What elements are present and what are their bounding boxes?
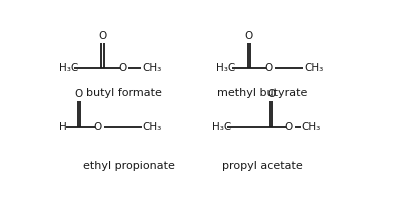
Text: H₃C: H₃C [216,63,235,73]
Text: butyl formate: butyl formate [86,88,162,98]
Text: CH₃: CH₃ [303,63,323,73]
Text: O: O [118,63,126,73]
Text: O: O [266,89,274,99]
Text: O: O [98,31,107,41]
Text: CH₃: CH₃ [142,63,161,73]
Text: propyl acetate: propyl acetate [222,161,302,171]
Text: O: O [93,122,101,132]
Text: H: H [59,122,67,132]
Text: CH₃: CH₃ [301,122,320,132]
Text: methyl butyrate: methyl butyrate [217,88,307,98]
Text: ethyl propionate: ethyl propionate [83,161,175,171]
Text: O: O [284,122,292,132]
Text: H₃C: H₃C [211,122,230,132]
Text: O: O [74,89,83,99]
Text: O: O [244,31,252,41]
Text: H₃C: H₃C [59,63,78,73]
Text: CH₃: CH₃ [142,122,162,132]
Text: O: O [264,63,272,73]
